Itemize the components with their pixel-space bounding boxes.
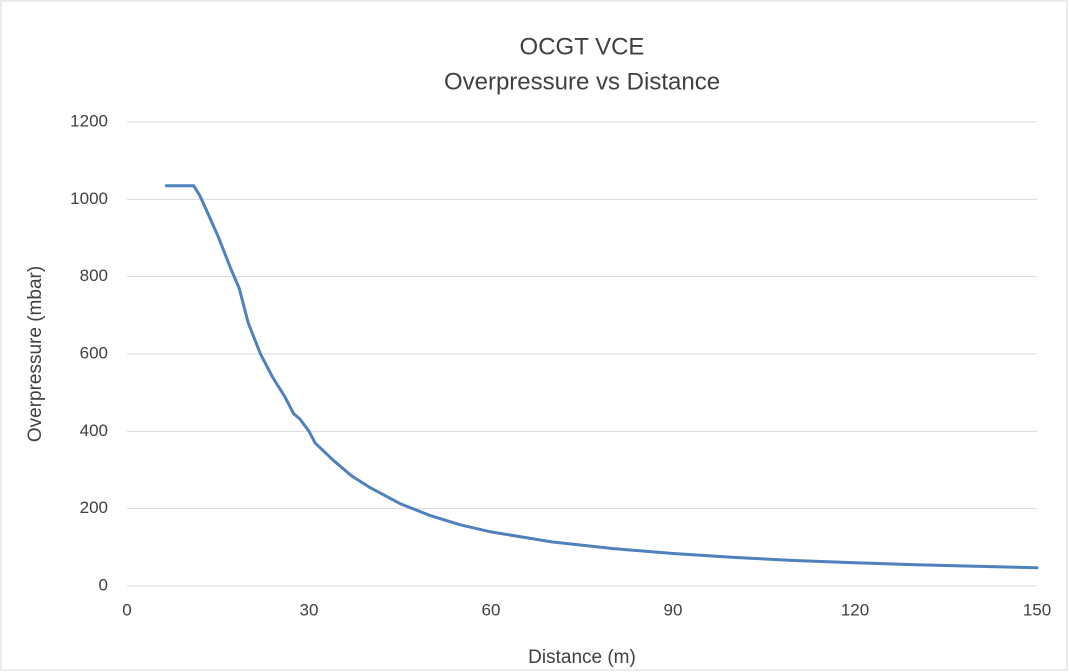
data-line xyxy=(164,184,1039,570)
x-tick-label: 0 xyxy=(122,600,131,619)
chart-title: OCGT VCE xyxy=(520,33,645,60)
x-axis-label: Distance (m) xyxy=(528,647,636,668)
y-axis-label: Overpressure (mbar) xyxy=(25,266,46,442)
x-tick-label: 90 xyxy=(664,600,683,619)
y-tick-label: 200 xyxy=(80,498,108,517)
y-tick-label: 600 xyxy=(80,343,108,362)
y-tick-label: 1200 xyxy=(70,111,108,130)
x-tick-label: 30 xyxy=(300,600,319,619)
y-tick-label: 800 xyxy=(80,266,108,285)
x-tick-label: 60 xyxy=(482,600,501,619)
x-tick-label: 120 xyxy=(841,600,869,619)
chart-subtitle: Overpressure vs Distance xyxy=(444,68,720,95)
x-tick-label: 150 xyxy=(1023,600,1051,619)
y-tick-label: 1000 xyxy=(70,189,108,208)
y-tick-label: 400 xyxy=(80,421,108,440)
y-tick-label: 0 xyxy=(99,575,108,594)
